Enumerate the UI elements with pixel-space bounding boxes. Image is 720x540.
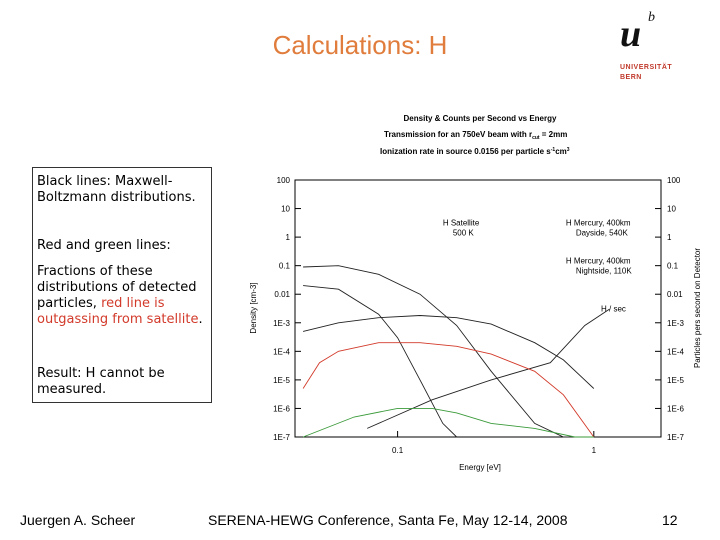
note-fractions: Fractions of these distributions of dete…	[37, 264, 207, 328]
series-line-5	[302, 407, 594, 438]
page-title: Calculations: H	[272, 30, 448, 60]
series-line-1	[302, 315, 595, 389]
series-line-3	[367, 308, 610, 429]
chart-title: Density & Counts per Second vs Energy	[404, 114, 557, 123]
chart-subtitle-2-sup: -1	[551, 147, 556, 153]
footer-author: Juergen A. Scheer	[20, 512, 136, 528]
y-tick-label-left-4: 0.01	[274, 290, 290, 299]
logo-bern-text: BERN	[620, 74, 642, 81]
annotation-line1-0: H Satellite	[443, 219, 480, 228]
note-red-line-text: red line is outgassing from satellite	[37, 296, 199, 327]
logo-b-mark: b	[648, 10, 655, 25]
annotation-line2-1: Dayside, 540K	[576, 229, 629, 238]
footer-page-number: 12	[662, 512, 678, 528]
series-line-4	[302, 342, 595, 438]
y-tick-label-left-3: 0.1	[279, 262, 291, 271]
y-tick-label-left-8: 1E-6	[273, 404, 290, 413]
y-tick-label-left-7: 1E-5	[273, 376, 290, 385]
chart-subtitle-2-a: Ionization rate in source 0.0156 per par…	[380, 147, 551, 156]
chart-subtitle-1-a: Transmission for an 750eV beam with r	[384, 130, 532, 139]
y-tick-label-right-4: 0.01	[667, 290, 683, 299]
y-tick-label-right-8: 1E-6	[667, 404, 684, 413]
chart-subtitle-1-b: = 2mm	[540, 130, 568, 139]
y-ticks: 100 100 10 10 1 1 0.1 0.1 0.01 0.01 1E-3 1E-3 1E-4 1E…	[273, 176, 684, 442]
notes-box: Black lines: Maxwell-Boltzmann distribut…	[32, 167, 212, 403]
footer-conference: SERENA-HEWG Conference, Santa Fe, May 12…	[208, 512, 568, 528]
chart-subtitle-1-sub: cut	[532, 135, 540, 141]
series-line-2	[303, 285, 458, 438]
y-tick-label-left-0: 100	[277, 176, 291, 185]
x-ticks: 0.1 1	[392, 431, 597, 455]
annotation-line1-1: H Mercury, 400km	[566, 219, 631, 228]
x-tick-label-0: 0.1	[392, 446, 404, 455]
y-tick-label-right-1: 10	[667, 205, 676, 214]
y-tick-label-right-5: 1E-3	[667, 319, 684, 328]
y-tick-label-right-0: 100	[667, 176, 681, 185]
y-tick-label-left-9: 1E-7	[273, 433, 290, 442]
y-tick-label-right-2: 1	[667, 233, 672, 242]
chart-subtitle-2-sup2: 3	[567, 147, 570, 153]
annotation-line2-0: 500 K	[453, 229, 475, 238]
series-group	[302, 265, 610, 438]
note-red-green: Red and green lines:	[37, 238, 171, 253]
logo-university-text: UNIVERSITÄT	[620, 64, 673, 71]
y-tick-label-left-5: 1E-3	[273, 319, 290, 328]
chart-subtitle-1: Transmission for an 750eV beam with rcut…	[384, 130, 567, 141]
y-tick-label-left-2: 1	[286, 233, 291, 242]
chart-subtitle-2: Ionization rate in source 0.0156 per par…	[380, 147, 570, 156]
note-fractions-end: .	[198, 312, 203, 327]
note-fractions-text: Fractions of these distributions of dete…	[37, 264, 197, 311]
y-tick-label-right-9: 1E-7	[667, 433, 684, 442]
annotation-line1-2: H Mercury, 400km	[566, 256, 631, 265]
note-black-lines: Black lines: Maxwell-Boltzmann distribut…	[37, 174, 196, 205]
y-tick-label-right-7: 1E-5	[667, 376, 684, 385]
y-tick-label-right-6: 1E-4	[667, 347, 684, 356]
chart-title-group: Density & Counts per Second vs Energy Tr…	[380, 114, 570, 156]
x-tick-label-1: 1	[592, 446, 597, 455]
plot-frame	[294, 179, 662, 438]
university-logo: u b UNIVERSITÄT BERN	[612, 4, 692, 84]
y-tick-label-left-6: 1E-4	[273, 347, 290, 356]
x-axis-label: Energy [eV]	[459, 463, 501, 472]
annotation-line1-3: H / sec	[601, 304, 626, 313]
note-result: Result: H cannot be measured.	[37, 366, 165, 397]
chart-subtitle-2-mid: cm	[555, 147, 567, 156]
y-axis-label-right: Particles pers second on Detector	[693, 248, 702, 368]
y-tick-label-left-1: 10	[281, 205, 290, 214]
series-line-0	[303, 265, 594, 438]
y-axis-label-left: Density [cm-3]	[249, 282, 258, 333]
logo-u-mark: u	[620, 13, 642, 55]
y-tick-label-right-3: 0.1	[667, 262, 679, 271]
annotation-line2-2: Nightside, 110K	[576, 266, 633, 275]
